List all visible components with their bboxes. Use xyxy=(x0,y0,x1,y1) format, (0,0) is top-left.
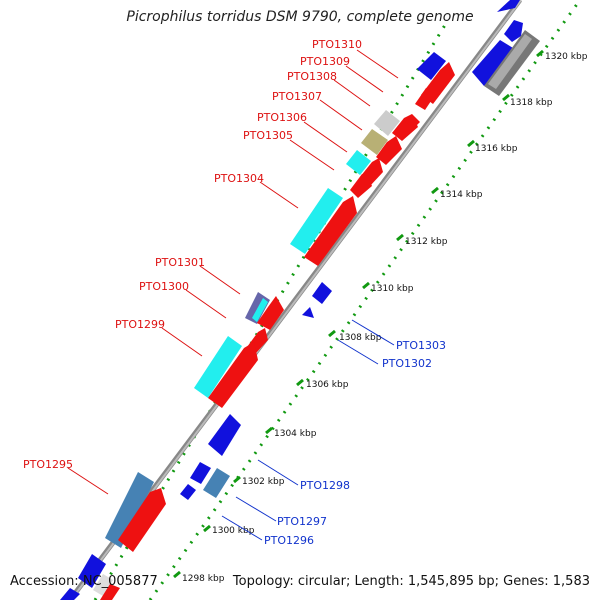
gene-label-pto1300[interactable]: PTO1300 xyxy=(139,280,189,293)
reverse-gene xyxy=(208,414,241,456)
gene-label-pto1302[interactable]: PTO1302 xyxy=(382,357,432,370)
tick-marks xyxy=(173,49,544,579)
gene-label-pto1305[interactable]: PTO1305 xyxy=(243,129,293,142)
steelblue-feature xyxy=(203,468,230,498)
reverse-gene xyxy=(302,307,314,318)
cyan-feature xyxy=(346,150,371,175)
gene-label-pto1297[interactable]: PTO1297 xyxy=(277,515,327,528)
reverse-gene xyxy=(190,462,211,484)
cyan-feature xyxy=(194,336,242,398)
forward-gene xyxy=(405,114,420,128)
reverse-label-leaders xyxy=(221,319,395,541)
reverse-gene xyxy=(497,0,520,12)
forward-gene xyxy=(350,174,372,198)
gene-label-pto1310[interactable]: PTO1310 xyxy=(312,38,362,51)
forward-gene xyxy=(376,136,402,165)
tick-label: 1310 kbp xyxy=(371,284,414,294)
tick-label: 1298 kbp xyxy=(182,574,225,584)
tick-label: 1304 kbp xyxy=(274,429,317,439)
gene-label-pto1298[interactable]: PTO1298 xyxy=(300,479,350,492)
forward-gene xyxy=(118,488,166,552)
cyan-feature xyxy=(252,298,268,322)
reverse-gene xyxy=(504,20,523,42)
gene-label-pto1307[interactable]: PTO1307 xyxy=(272,90,322,103)
gene-label-pto1296[interactable]: PTO1296 xyxy=(264,534,314,547)
reverse-gene xyxy=(472,40,513,86)
tick-label: 1316 kbp xyxy=(475,144,518,154)
reverse-gene xyxy=(312,282,332,304)
map-title: Picrophilus torridus DSM 9790, complete … xyxy=(126,9,474,25)
gene-label-pto1295[interactable]: PTO1295 xyxy=(23,458,73,471)
cyan-feature xyxy=(290,188,343,254)
light-gray-feature xyxy=(93,574,113,596)
summary-text: Topology: circular; Length: 1,545,895 bp… xyxy=(232,574,590,589)
tick-label: 1318 kbp xyxy=(510,98,553,108)
gray-feature-shade xyxy=(488,34,532,89)
forward-gene xyxy=(208,342,258,408)
tick-label: 1300 kbp xyxy=(212,526,255,536)
gene-label-pto1299[interactable]: PTO1299 xyxy=(115,318,165,331)
tick-label: 1320 kbp xyxy=(545,52,588,62)
tick-label: 1302 kbp xyxy=(242,477,285,487)
steelblue-feature xyxy=(105,472,154,548)
gene-label-pto1303[interactable]: PTO1303 xyxy=(396,339,446,352)
forward-gene xyxy=(304,196,357,266)
tick-label: 1308 kbp xyxy=(339,333,382,343)
reverse-gene xyxy=(180,484,196,500)
tick-label: 1306 kbp xyxy=(306,380,349,390)
gene-label-pto1304[interactable]: PTO1304 xyxy=(214,172,264,185)
outer-dotted-track xyxy=(148,0,582,600)
forward-gene xyxy=(415,88,435,110)
forward-gene xyxy=(100,584,120,600)
gene-label-pto1309[interactable]: PTO1309 xyxy=(300,55,350,68)
tick-label: 1314 kbp xyxy=(440,190,483,200)
gene-label-pto1301[interactable]: PTO1301 xyxy=(155,256,205,269)
light-gray-feature xyxy=(374,110,400,136)
accession-text: Accession: NC_005877 xyxy=(10,574,158,589)
reverse-gene xyxy=(417,52,446,80)
tick-label: 1312 kbp xyxy=(405,237,448,247)
gene-label-pto1306[interactable]: PTO1306 xyxy=(257,111,307,124)
gene-label-pto1308[interactable]: PTO1308 xyxy=(287,70,337,83)
reverse-gene xyxy=(78,554,106,588)
reverse-gene xyxy=(60,588,80,600)
khaki-feature xyxy=(361,129,388,155)
forward-label-leaders xyxy=(67,49,399,495)
forward-gene xyxy=(257,296,284,330)
